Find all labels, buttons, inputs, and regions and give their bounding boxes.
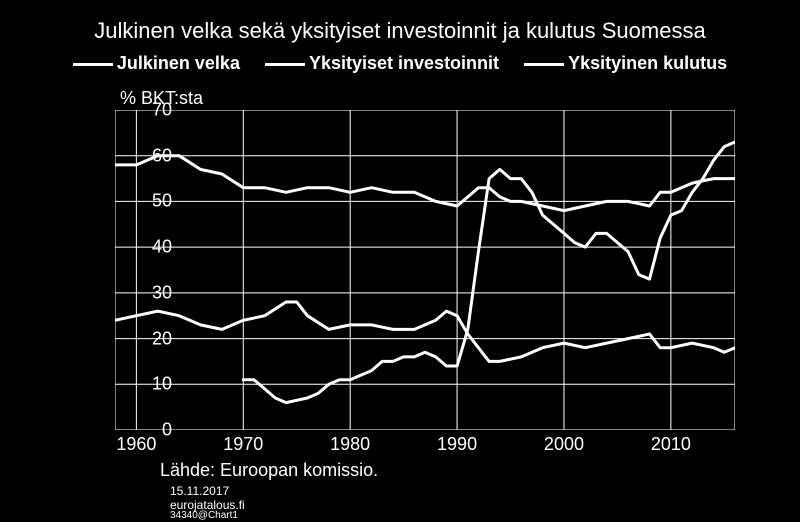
legend-line-icon (265, 63, 305, 66)
legend-line-icon (524, 63, 564, 66)
legend-item: Yksityiset investoinnit (265, 53, 499, 74)
x-tick-label: 1990 (437, 434, 477, 455)
y-tick-label: 50 (122, 191, 172, 212)
y-tick-label: 10 (122, 374, 172, 395)
chart-plot (115, 110, 735, 430)
legend-label: Yksityinen kulutus (568, 53, 727, 73)
legend-label: Yksityiset investoinnit (309, 53, 499, 73)
y-tick-label: 40 (122, 237, 172, 258)
legend-item: Julkinen velka (73, 53, 240, 74)
x-tick-label: 2000 (544, 434, 584, 455)
y-tick-label: 30 (122, 282, 172, 303)
x-tick-label: 1980 (330, 434, 370, 455)
legend-line-icon (73, 63, 113, 66)
y-tick-label: 20 (122, 328, 172, 349)
chart-title: Julkinen velka sekä yksityiset investoin… (0, 18, 800, 44)
source-text: Lähde: Euroopan komissio. (160, 460, 378, 481)
y-tick-label: 70 (122, 100, 172, 121)
chart-id: 34340@Chart1 (170, 510, 238, 521)
legend-label: Julkinen velka (117, 53, 240, 73)
x-tick-label: 2010 (651, 434, 691, 455)
x-tick-label: 1970 (223, 434, 263, 455)
legend-item: Yksityinen kulutus (524, 53, 727, 74)
y-tick-label: 60 (122, 145, 172, 166)
date-text: 15.11.2017 (170, 484, 229, 498)
legend: Julkinen velka Yksityiset investoinnit Y… (0, 52, 800, 74)
x-tick-label: 1960 (116, 434, 156, 455)
